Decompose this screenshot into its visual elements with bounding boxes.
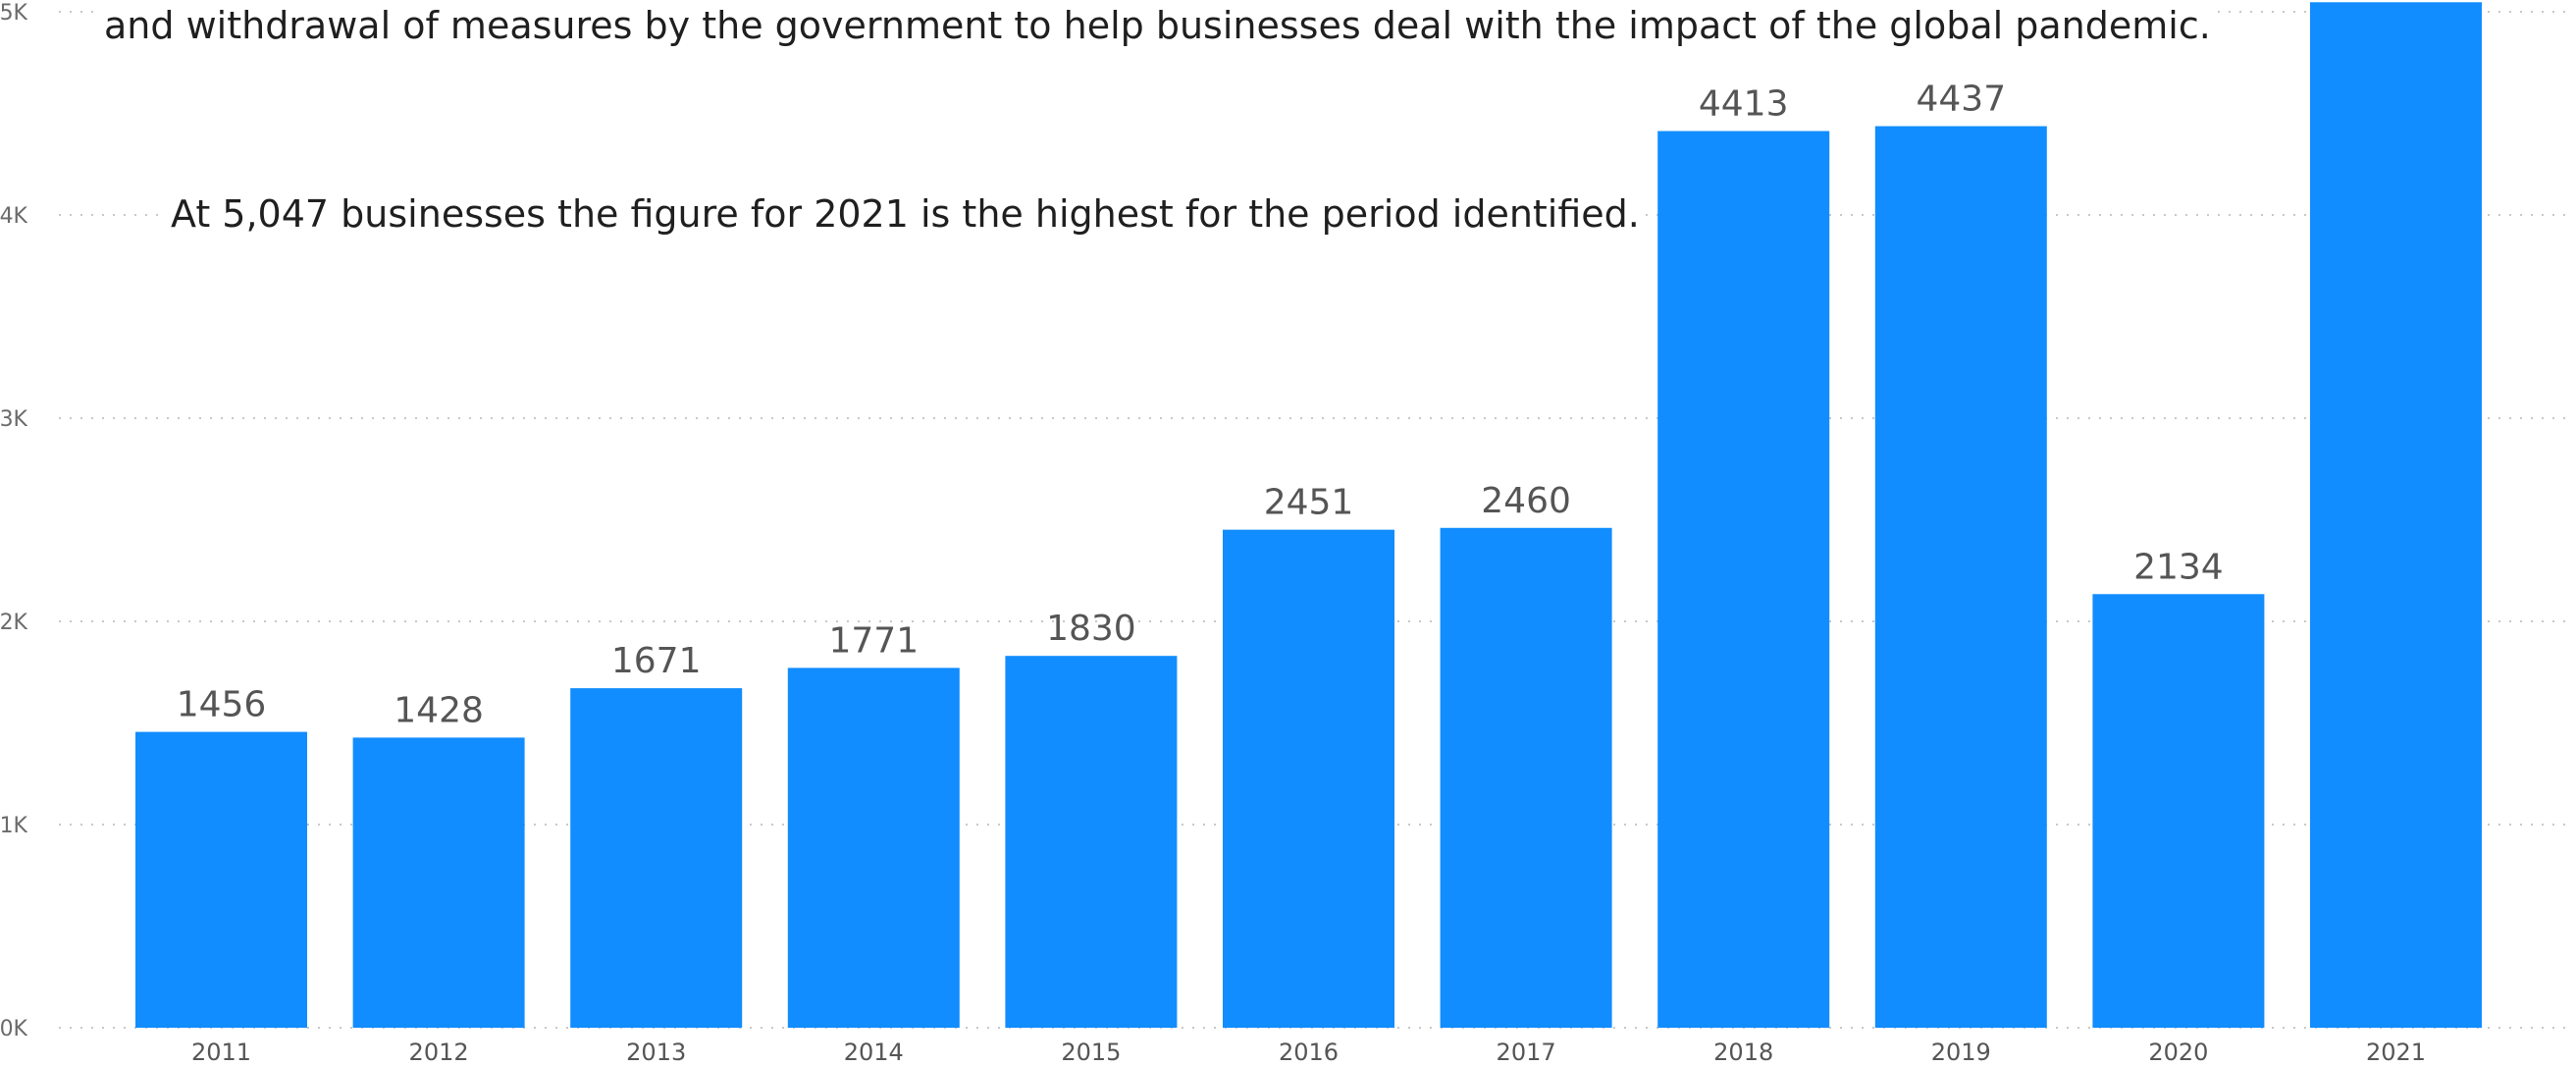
annotation-text-highest-2021: At 5,047 businesses the figure for 2021 … xyxy=(165,192,1646,238)
x-tick-label-2012: 2012 xyxy=(409,1039,469,1066)
annotation-text-top: and withdrawal of measures by the govern… xyxy=(98,4,2217,49)
data-label-2018: 4413 xyxy=(1699,84,1789,125)
data-label-2014: 1771 xyxy=(828,620,919,661)
data-label-2015: 1830 xyxy=(1046,609,1136,649)
data-label-2019: 4437 xyxy=(1916,80,2006,120)
x-tick-label-2013: 2013 xyxy=(626,1039,686,1066)
x-tick-label-2015: 2015 xyxy=(1061,1039,1121,1066)
data-label-2011: 1456 xyxy=(177,685,267,725)
data-label-2012: 1428 xyxy=(394,690,484,730)
y-tick-label: 0K xyxy=(0,1017,28,1041)
bar-2011 xyxy=(135,731,307,1028)
data-label-2013: 1671 xyxy=(611,641,702,681)
bar-2020 xyxy=(2092,594,2265,1028)
x-tick-label-2019: 2019 xyxy=(1931,1039,1991,1066)
bars xyxy=(135,2,2482,1029)
bar-2019 xyxy=(1874,126,2047,1028)
data-label-2017: 2460 xyxy=(1481,481,1571,521)
x-tick-label-2017: 2017 xyxy=(1497,1039,1556,1066)
bar-2012 xyxy=(352,737,525,1028)
data-label-2016: 2451 xyxy=(1264,483,1354,523)
data-labels: 1456 1428 1671 1771 1830 2451 2460 4413 4437 2134 xyxy=(177,80,2224,731)
y-tick-label: 4K xyxy=(0,204,28,229)
bar-2014 xyxy=(787,667,960,1028)
x-tick-label-2018: 2018 xyxy=(1713,1039,1773,1066)
y-tick-label: 2K xyxy=(0,611,28,635)
bar-2021 xyxy=(2310,2,2482,1029)
y-axis-tick-labels: 0K 1K 2K 3K 4K 5K xyxy=(0,1,28,1041)
bar-2013 xyxy=(570,688,743,1028)
bar-2018 xyxy=(1657,131,1830,1028)
x-tick-label-2021: 2021 xyxy=(2366,1039,2426,1066)
x-axis-tick-labels: 2011 2012 2013 2014 2015 2016 2017 2018 2019 2020… xyxy=(191,1039,2426,1066)
bar-2015 xyxy=(1005,656,1178,1028)
x-tick-label-2011: 2011 xyxy=(191,1039,251,1066)
y-tick-label: 1K xyxy=(0,814,28,838)
bar-2017 xyxy=(1440,527,1612,1028)
x-tick-label-2016: 2016 xyxy=(1279,1039,1339,1066)
y-tick-label: 5K xyxy=(0,1,28,26)
x-tick-label-2020: 2020 xyxy=(2148,1039,2208,1066)
y-tick-label: 3K xyxy=(0,407,28,432)
bar-2016 xyxy=(1223,529,1394,1028)
x-tick-label-2014: 2014 xyxy=(844,1039,904,1066)
data-label-2020: 2134 xyxy=(2133,547,2224,587)
